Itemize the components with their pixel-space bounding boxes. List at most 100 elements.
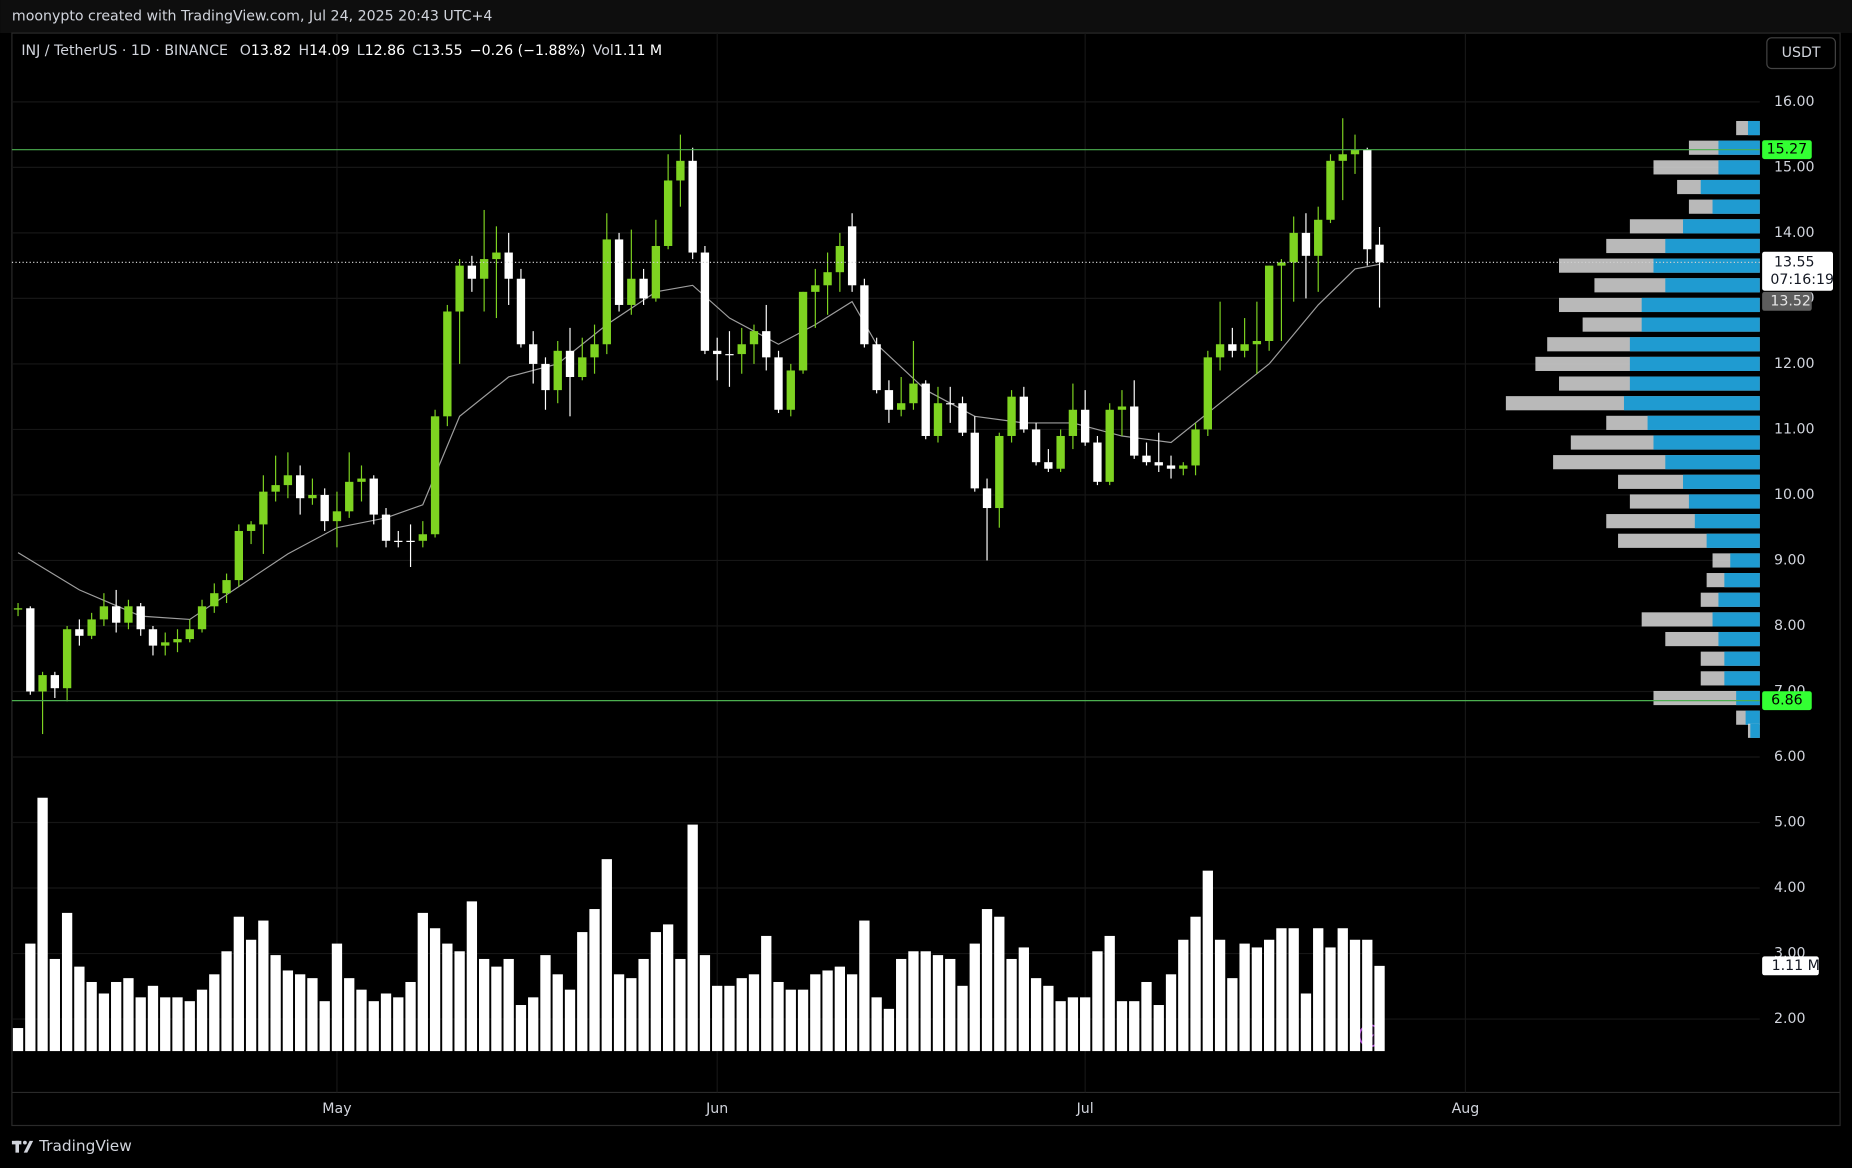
candle-body [1154,462,1163,466]
volume-bar [822,970,833,1052]
volume-bar [515,1005,527,1052]
candle-body [725,354,734,356]
candle-body [1277,262,1286,266]
volume-bar [1313,928,1324,1052]
volume-bar [74,966,85,1052]
legend-vol-label: Vol [593,43,614,59]
candle-body [1289,232,1298,263]
volume-bar [98,993,110,1052]
volume-bar [687,824,698,1052]
top-bar [0,0,1852,34]
last-price-box [1762,251,1834,291]
x-tick-label: Aug [1452,1101,1480,1117]
candle-body [1117,406,1127,410]
volume-bar [1325,947,1336,1052]
y-tick-label: 6.00 [1774,749,1806,765]
profile-row-blue [1683,474,1760,489]
candle-body [1252,340,1262,345]
currency[interactable]: USDT [1782,45,1821,61]
candle-body [897,403,906,410]
level-label-box [1762,691,1812,711]
candle-body [909,383,918,404]
y-tick-label: 16.00 [1774,94,1815,110]
volume-label-box [1762,956,1819,976]
candle-body [602,239,611,345]
volume-bar [295,974,306,1052]
profile-row-blue [1736,690,1760,706]
candle-body [443,311,452,417]
volume-bar [1300,993,1312,1052]
volume-bar [1178,939,1189,1052]
profile-row-blue [1665,238,1760,254]
y-tick-label: 10.00 [1774,487,1815,503]
volume-bar [846,974,858,1052]
volume-bar [1276,928,1287,1052]
x-tick-label: Jul [1076,1101,1094,1117]
candle-body [38,675,47,692]
volume-bar [160,997,171,1052]
profile-row-blue [1641,317,1760,332]
volume-bar [417,912,428,1052]
y-tick-label: 2.00 [1774,1011,1806,1027]
legend-ohlc-label: H [298,43,309,59]
volume-bar [626,978,637,1052]
candle-body [467,265,477,279]
volume-bar [1214,939,1226,1052]
volume-bar [503,958,514,1052]
volume-bar [172,997,183,1052]
volume-bar [896,958,907,1052]
profile-row-blue [1718,140,1760,155]
profile-row-blue [1718,631,1760,647]
volume-bar [344,978,355,1052]
volume-bar [454,951,465,1052]
candle-body [1166,465,1176,469]
legend-ohlc-label: L [357,43,365,59]
profile-row-blue [1750,723,1760,738]
legend: INJ / TetherUS · 1D · BINANCE O13.82 H14.0… [21,43,662,59]
candle-body [148,629,158,646]
volume-bar [1337,928,1348,1052]
candle-body [345,481,354,512]
candle-body [1215,344,1225,358]
usdt-button-box[interactable] [1766,37,1836,70]
usdt-button[interactable]: USDT [1766,37,1836,70]
candle-body [26,608,35,692]
volume-bar [871,997,882,1052]
candle-body [1363,149,1372,250]
candle-body [774,357,783,410]
candle-body [1326,160,1335,220]
legend-ohlc-value: 13.55 [422,43,463,59]
volume-bar [1239,943,1250,1052]
volume-bar [233,916,244,1052]
volume-bar [61,912,73,1052]
candle-body [1044,462,1053,469]
volume-bar [601,859,612,1052]
profile-row-blue [1665,455,1760,470]
legend-change: −0.26 (−1.88%) [470,43,586,59]
candle-body [565,350,575,378]
volume-bar [859,920,870,1052]
candle-body [627,278,636,305]
candle-body [529,344,538,364]
volume-bar [393,997,404,1052]
candle-body [786,370,795,410]
candle-body [492,252,501,260]
candle-body [541,363,550,391]
candle-body [210,593,219,607]
volume-bar [638,958,649,1052]
volume-bar [331,943,343,1052]
volume-bar [552,974,563,1052]
candle-body [1130,406,1139,456]
volume-bar [319,1001,330,1052]
candle-body [970,432,979,489]
volume-bar [356,989,367,1052]
candle-body [762,331,771,358]
candle-body [823,272,832,286]
volume-bar [883,1008,895,1052]
y-tick-label: 9.00 [1774,552,1806,568]
volume-bar [945,958,956,1052]
candle-body [455,265,464,312]
volume-bar [564,989,576,1052]
volume-bar [589,909,600,1052]
